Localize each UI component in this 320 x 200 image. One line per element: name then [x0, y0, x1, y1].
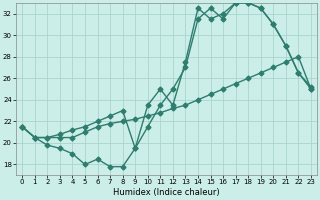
X-axis label: Humidex (Indice chaleur): Humidex (Indice chaleur)	[113, 188, 220, 197]
